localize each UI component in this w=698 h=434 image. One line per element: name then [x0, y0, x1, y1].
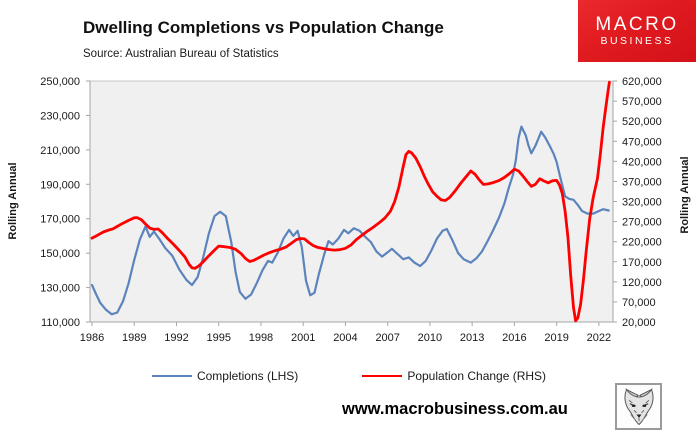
wolf-logo-box — [615, 383, 662, 430]
legend-label-population: Population Change (RHS) — [407, 369, 547, 383]
website-url: www.macrobusiness.com.au — [342, 400, 568, 418]
right-axis-tick-label: 570,000 — [622, 96, 662, 108]
x-axis-tick-label: 2004 — [333, 332, 357, 344]
left-axis-tick-label: 250,000 — [40, 76, 80, 88]
wolf-head-icon — [623, 387, 654, 425]
logo-text-business: BUSINESS — [600, 34, 674, 47]
x-axis-tick-label: 2013 — [460, 332, 484, 344]
x-axis-tick-label: 2001 — [291, 332, 315, 344]
x-axis-tick-label: 2010 — [418, 332, 442, 344]
left-axis-tick-label: 110,000 — [41, 317, 80, 329]
x-axis-tick-label: 2007 — [375, 332, 399, 344]
completions-line — [90, 125, 610, 316]
right-axis-tick-label: 120,000 — [622, 277, 662, 289]
right-axis-tick-label: 220,000 — [622, 237, 662, 249]
right-axis-title: Rolling Annual — [679, 156, 691, 234]
right-axis-tick-label: 20,000 — [622, 317, 656, 329]
chart-legend: Completions (LHS) Population Change (RHS… — [0, 369, 698, 383]
right-axis-tick-label: 470,000 — [622, 136, 662, 148]
population-line-swatch — [362, 375, 403, 377]
plot-area — [89, 80, 614, 323]
right-axis-tick-label: 420,000 — [622, 156, 662, 168]
right-axis-tick-label: 620,000 — [622, 76, 662, 88]
x-axis-tick-label: 1992 — [164, 332, 188, 344]
right-axis-tick-label: 520,000 — [622, 116, 662, 128]
x-axis-tick-label: 1998 — [249, 332, 273, 344]
x-axis-tick-label: 1986 — [80, 332, 104, 344]
x-axis-tick-label: 1989 — [122, 332, 146, 344]
chart-title: Dwelling Completions vs Population Chang… — [83, 18, 444, 37]
x-axis-tick-label: 2019 — [544, 332, 568, 344]
population-change-line — [90, 80, 611, 323]
legend-item-population: Population Change (RHS) — [362, 369, 546, 383]
left-axis-tick-label: 170,000 — [40, 214, 80, 226]
x-axis-tick-label: 2016 — [502, 332, 526, 344]
right-axis-tick-label: 270,000 — [622, 217, 662, 229]
x-axis-tick-label: 1995 — [206, 332, 230, 344]
right-axis-tick-label: 370,000 — [622, 176, 662, 188]
left-axis-tick-label: 150,000 — [40, 248, 80, 260]
legend-label-completions: Completions (LHS) — [196, 369, 299, 383]
left-axis-title: Rolling Annual — [7, 162, 19, 240]
chart-source: Source: Australian Bureau of Statistics — [83, 48, 279, 60]
left-axis-tick-label: 210,000 — [40, 145, 80, 157]
left-axis-tick-label: 130,000 — [40, 283, 80, 295]
x-axis-tick-label: 2022 — [587, 332, 611, 344]
left-axis-tick-label: 230,000 — [40, 110, 80, 122]
left-axis-tick-label: 190,000 — [40, 179, 80, 191]
legend-item-completions: Completions (LHS) — [151, 369, 299, 383]
right-axis-tick-label: 320,000 — [622, 197, 662, 209]
right-axis-tick-label: 170,000 — [622, 257, 662, 269]
right-axis-tick-label: 70,000 — [622, 297, 656, 309]
completions-line-swatch — [151, 375, 192, 377]
macrobusiness-logo: MACRO BUSINESS — [578, 0, 696, 62]
logo-text-macro: MACRO — [595, 13, 679, 35]
